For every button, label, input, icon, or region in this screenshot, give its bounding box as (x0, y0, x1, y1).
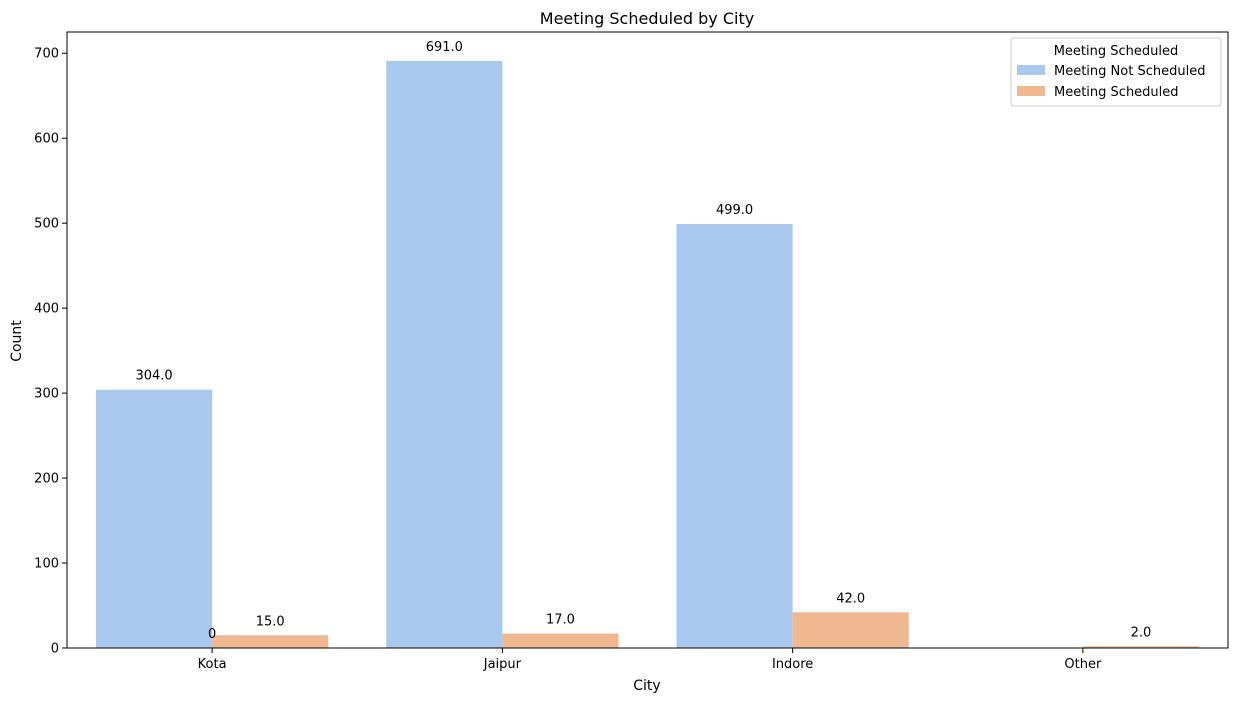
y-tick-label: 600 (34, 132, 59, 147)
legend: Meeting Scheduled Meeting Not Scheduled Me… (1010, 37, 1222, 107)
x-axis-label: City (633, 678, 660, 694)
y-tick-label: 300 (34, 387, 59, 402)
x-tick-label: Other (1064, 657, 1102, 672)
plot-frame (66, 31, 1229, 649)
bar-meeting-scheduled-indore (792, 612, 909, 648)
y-tick-label: 700 (34, 47, 59, 62)
x-tick-label: Jaipur (483, 657, 522, 672)
y-tick-label: 0 (51, 642, 59, 657)
plot-area: 304.0 691.0 499.0 15.0 17.0 42.0 2.0 0 0 100 200 30… (34, 31, 1229, 672)
data-label: 499.0 (716, 203, 753, 218)
y-tick-label: 100 (34, 557, 59, 572)
y-tick-label: 200 (34, 472, 59, 487)
chart-title: Meeting Scheduled by City (540, 9, 754, 28)
bar-meeting-not-scheduled-indore (676, 224, 793, 648)
bar-meeting-scheduled-jaipur (502, 633, 619, 648)
data-label: 691.0 (426, 40, 463, 55)
bar-meeting-scheduled-other (1082, 646, 1199, 648)
data-label-zero: 0 (208, 627, 216, 642)
legend-swatch (1017, 86, 1045, 96)
data-label: 2.0 (1131, 625, 1152, 640)
legend-title: Meeting Scheduled (1054, 44, 1179, 59)
legend-box (1010, 37, 1222, 107)
data-label: 17.0 (546, 613, 575, 628)
y-tick-label: 400 (34, 302, 59, 317)
bar-meeting-scheduled-kota (212, 635, 329, 648)
legend-label: Meeting Scheduled (1054, 85, 1179, 100)
y-axis-label: Count (9, 320, 25, 362)
data-label: 42.0 (836, 591, 865, 606)
bar-meeting-not-scheduled-kota (96, 389, 213, 648)
data-label: 15.0 (256, 614, 285, 629)
legend-swatch (1017, 65, 1045, 75)
x-tick-label: Indore (772, 657, 813, 672)
data-label: 304.0 (135, 369, 172, 384)
bar-meeting-not-scheduled-jaipur (386, 60, 503, 648)
x-tick-label: Kota (198, 657, 227, 672)
legend-label: Meeting Not Scheduled (1054, 64, 1205, 79)
y-tick-label: 500 (34, 217, 59, 232)
